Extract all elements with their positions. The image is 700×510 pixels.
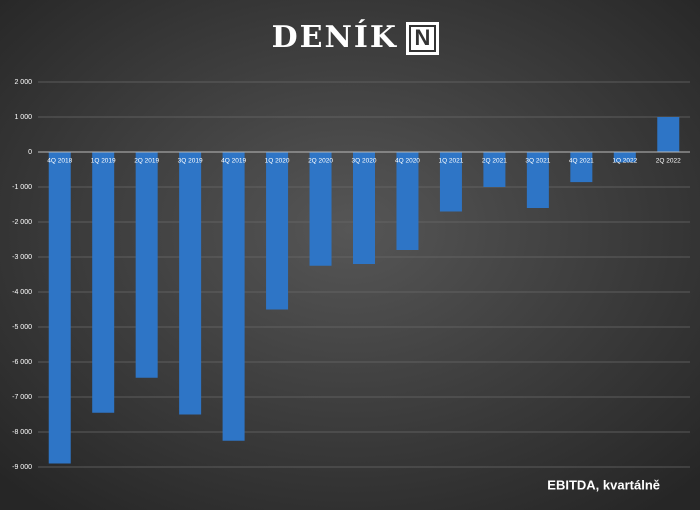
x-tick-label: 2Q 2019 xyxy=(134,158,159,165)
y-tick-label: 2 000 xyxy=(14,79,32,86)
bar xyxy=(657,117,680,152)
y-tick-label: 1 000 xyxy=(14,114,32,121)
logo-frame xyxy=(409,25,436,52)
bar xyxy=(353,152,375,264)
bar xyxy=(526,152,549,208)
bar xyxy=(179,152,202,415)
y-tick-label: -9 000 xyxy=(12,464,32,471)
y-tick-label: 0 xyxy=(28,149,32,156)
bar xyxy=(570,152,593,183)
logo-box xyxy=(406,22,439,55)
x-tick-label: 1Q 2022 xyxy=(612,158,637,165)
bar xyxy=(222,152,245,441)
x-tick-label: 4Q 2020 xyxy=(395,158,420,165)
y-tick-label: -7 000 xyxy=(12,394,32,401)
x-tick-label: 4Q 2021 xyxy=(569,158,594,165)
bar xyxy=(92,152,115,413)
x-tick-label: 3Q 2019 xyxy=(178,158,203,165)
x-tick-label: 3Q 2020 xyxy=(352,158,377,165)
logo-mark: N xyxy=(415,25,431,50)
y-tick-label: -8 000 xyxy=(12,429,32,436)
bar xyxy=(439,152,462,212)
y-tick-label: -1 000 xyxy=(12,184,32,191)
bar xyxy=(483,152,506,187)
x-tick-label: 2Q 2020 xyxy=(308,158,333,165)
bar xyxy=(396,152,419,250)
x-tick-label: 4Q 2018 xyxy=(47,158,72,165)
y-tick-label: -3 000 xyxy=(12,254,32,261)
y-tick-label: -4 000 xyxy=(12,289,32,296)
x-tick-label: 1Q 2019 xyxy=(91,158,116,165)
y-tick-label: -5 000 xyxy=(12,324,32,331)
bar xyxy=(309,152,332,266)
x-tick-label: 2Q 2021 xyxy=(482,158,507,165)
caption: EBITDA, kvartálně xyxy=(547,477,660,492)
y-tick-label: -6 000 xyxy=(12,359,32,366)
bar xyxy=(135,152,158,378)
bar xyxy=(48,152,71,464)
x-tick-label: 4Q 2019 xyxy=(221,158,246,165)
x-tick-label: 1Q 2021 xyxy=(438,158,463,165)
logo-text: DENÍK xyxy=(272,19,398,55)
bar xyxy=(613,152,636,163)
y-tick-label: -2 000 xyxy=(12,219,32,226)
bar xyxy=(266,152,289,310)
x-tick-label: 3Q 2021 xyxy=(525,158,550,165)
x-tick-label: 2Q 2022 xyxy=(656,158,681,165)
x-tick-label: 1Q 2020 xyxy=(265,158,290,165)
